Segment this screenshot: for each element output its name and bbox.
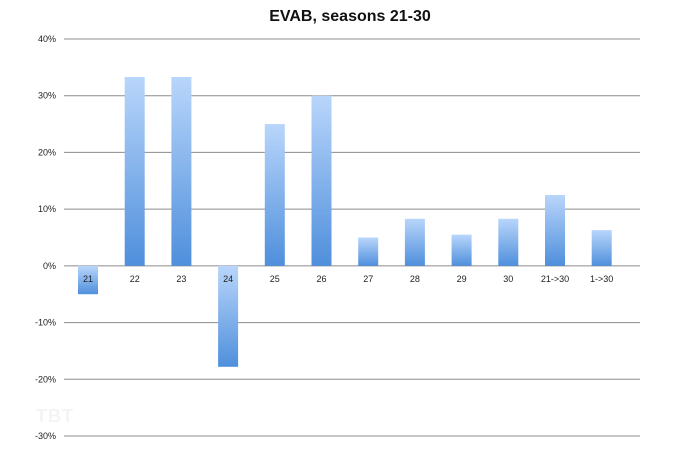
bar-1-30 — [591, 230, 612, 266]
bar-21-30 — [545, 194, 565, 266]
category-labels: 21 22 23 24 25 26 27 28 29 30 21->30 1->30 — [83, 274, 613, 284]
chart-title: EVAB, seasons 21-30 — [269, 8, 431, 25]
bar-23 — [171, 76, 192, 266]
category-label: 21->30 — [541, 274, 569, 284]
y-tick-label: -20% — [35, 374, 56, 384]
bar-26 — [311, 95, 332, 266]
bar-28 — [404, 218, 425, 266]
bar-27 — [358, 237, 379, 266]
category-label: 26 — [316, 274, 326, 284]
bar-21 — [78, 265, 98, 295]
y-tick-label: 0% — [43, 261, 56, 271]
y-axis-ticks: 40% 30% 20% 10% 0% -10% -20% -30% — [35, 34, 56, 441]
y-tick-label: 40% — [38, 34, 56, 44]
bars — [78, 76, 612, 367]
y-tick-label: -30% — [35, 431, 56, 441]
category-label: 28 — [410, 274, 420, 284]
category-label: 27 — [363, 274, 373, 284]
bar-24 — [218, 265, 239, 367]
y-tick-label: 20% — [38, 147, 56, 157]
bar-25 — [264, 124, 285, 266]
category-label: 1->30 — [590, 274, 613, 284]
category-label: 22 — [130, 274, 140, 284]
y-tick-label: 10% — [38, 204, 56, 214]
category-label: 30 — [503, 274, 513, 284]
bar-29 — [451, 234, 472, 266]
category-label: 25 — [270, 274, 280, 284]
category-label: 23 — [176, 274, 186, 284]
gridlines — [64, 38, 640, 437]
category-label: 29 — [457, 274, 467, 284]
y-tick-label: 30% — [38, 91, 56, 101]
category-label: 24 — [223, 274, 233, 284]
bar-30 — [498, 218, 519, 266]
category-label: 21 — [83, 274, 93, 284]
watermark-text: TBT — [36, 406, 74, 426]
bar-22 — [124, 76, 145, 266]
y-tick-label: -10% — [35, 318, 56, 328]
